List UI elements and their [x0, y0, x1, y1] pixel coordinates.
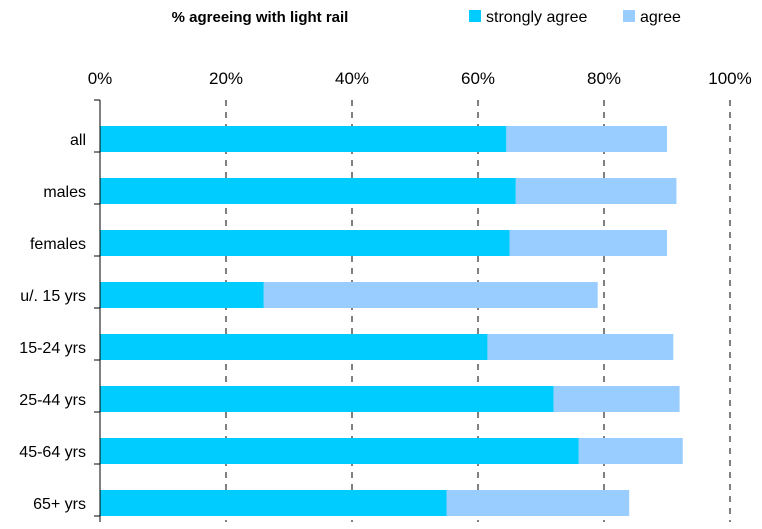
bar-agree: [509, 230, 667, 256]
bar-agree: [553, 386, 680, 412]
x-tick-label: 60%: [461, 69, 495, 88]
category-label: males: [43, 184, 86, 201]
bars: [100, 126, 683, 516]
bar-strongly-agree: [100, 386, 554, 412]
y-axis: [94, 99, 101, 522]
x-tick-label: 80%: [587, 69, 621, 88]
bar-strongly-agree: [100, 126, 507, 152]
legend-swatch-strongly-agree: [469, 10, 481, 22]
bar-agree: [446, 490, 630, 516]
category-label: 15-24 yrs: [19, 340, 86, 357]
bar-strongly-agree: [100, 178, 516, 204]
bar-strongly-agree: [100, 438, 579, 464]
x-tick-label: 20%: [209, 69, 243, 88]
bar-strongly-agree: [100, 490, 447, 516]
bar-strongly-agree: [100, 230, 510, 256]
category-label: 45-64 yrs: [19, 444, 86, 461]
x-tick-labels: 0% 20% 40% 60% 80% 100%: [88, 69, 752, 88]
bar-agree: [578, 438, 683, 464]
bar-agree: [506, 126, 667, 152]
x-tick-label: 100%: [708, 69, 751, 88]
legend-swatch-agree: [623, 10, 635, 22]
category-label: 25-44 yrs: [19, 392, 86, 409]
bar-strongly-agree: [100, 334, 488, 360]
legend-label-strongly-agree: strongly agree: [486, 9, 587, 26]
category-label: u/. 15 yrs: [20, 288, 86, 305]
category-label: females: [30, 236, 86, 253]
category-label: all: [70, 132, 86, 149]
bar-strongly-agree: [100, 282, 264, 308]
legend: strongly agree agree: [469, 9, 681, 26]
chart-title: % agreeing with light rail: [172, 9, 349, 26]
bar-agree: [487, 334, 674, 360]
category-labels: all males females u/. 15 yrs 15-24 yrs 2…: [19, 132, 86, 513]
category-label: 65+ yrs: [33, 496, 86, 513]
x-tick-label: 40%: [335, 69, 369, 88]
bar-agree: [263, 282, 598, 308]
x-tick-label: 0%: [88, 69, 113, 88]
legend-label-agree: agree: [640, 9, 681, 26]
bar-agree: [515, 178, 677, 204]
